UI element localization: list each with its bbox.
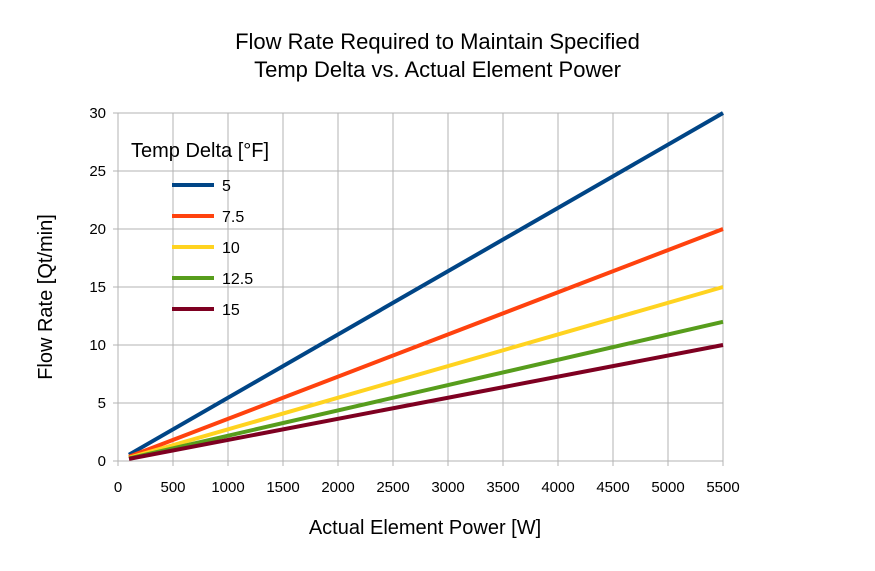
series-line-5 [128, 111, 724, 457]
y-axis-title: Flow Rate [Qt/min] [35, 214, 57, 380]
legend-label: 12.5 [222, 271, 253, 288]
x-tick-label: 1500 [266, 479, 299, 496]
tick-labels: 0 500 1000 1500 2000 2500 3000 3500 4000 4500 5000… [89, 105, 739, 496]
y-tick-label: 10 [89, 337, 106, 354]
legend: Temp Delta [°F] 5 7.5 10 12.5 15 [131, 140, 269, 319]
chart-subtitle: Temp Delta vs. Actual Element Power [254, 57, 621, 82]
x-tick-label: 3000 [431, 479, 464, 496]
y-tick-label: 0 [98, 453, 106, 470]
series-line-10 [128, 285, 724, 460]
legend-label: 10 [222, 240, 240, 257]
x-tick-label: 5500 [706, 479, 739, 496]
x-axis-title: Actual Element Power [W] [309, 517, 541, 539]
x-tick-label: 2000 [321, 479, 354, 496]
legend-label: 15 [222, 302, 240, 319]
series-line-15 [128, 343, 724, 461]
legend-label: 5 [222, 178, 231, 195]
x-tick-label: 1000 [211, 479, 244, 496]
legend-title: Temp Delta [°F] [131, 140, 269, 162]
y-tick-label: 30 [89, 105, 106, 122]
chart-title: Flow Rate Required to Maintain Specified [235, 29, 640, 54]
series-lines [128, 111, 724, 461]
x-tick-label: 4500 [596, 479, 629, 496]
series-line-7.5 [128, 227, 724, 459]
x-tick-label: 3500 [486, 479, 519, 496]
y-tick-label: 15 [89, 279, 106, 296]
y-tick-label: 20 [89, 221, 106, 238]
y-tick-label: 5 [98, 395, 106, 412]
x-tick-label: 5000 [651, 479, 684, 496]
legend-label: 7.5 [222, 209, 244, 226]
x-tick-label: 4000 [541, 479, 574, 496]
series-line-12.5 [128, 319, 724, 461]
x-tick-label: 2500 [376, 479, 409, 496]
y-tick-label: 25 [89, 163, 106, 180]
legend-items: 5 7.5 10 12.5 15 [172, 178, 253, 319]
x-tick-label: 500 [160, 479, 185, 496]
x-tick-label: 0 [114, 479, 122, 496]
